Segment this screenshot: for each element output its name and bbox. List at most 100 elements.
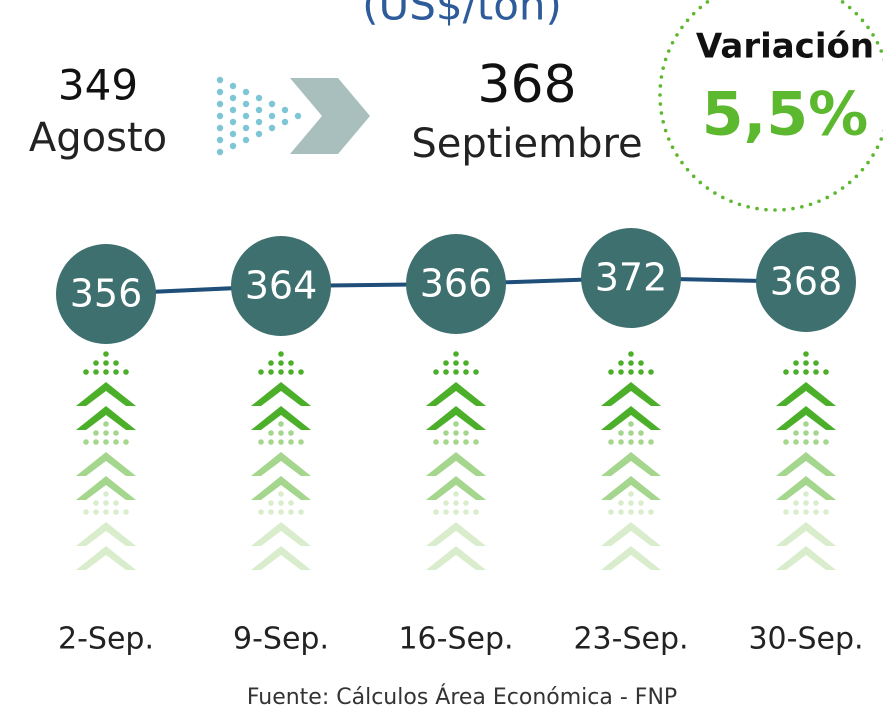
deco-dot: [217, 77, 223, 83]
deco-dot: [876, 145, 880, 149]
deco-dot: [755, 207, 759, 211]
deco-dot: [661, 120, 665, 124]
deco-dot: [823, 369, 829, 375]
deco-dot: [706, 0, 710, 4]
deco-dot: [282, 119, 288, 125]
deco-dot: [278, 439, 284, 445]
deco-dot: [453, 500, 459, 506]
deco-dot: [453, 360, 459, 366]
deco-dot: [675, 33, 679, 37]
data-label: 372: [595, 256, 668, 300]
deco-dot: [278, 491, 284, 497]
deco-dot: [608, 439, 614, 445]
deco-dot: [258, 369, 264, 375]
deco-dot: [628, 421, 634, 427]
deco-dot: [230, 131, 236, 137]
deco-chevron: [601, 452, 661, 476]
deco-dot: [453, 439, 459, 445]
deco-dot: [871, 33, 875, 37]
deco-dot: [217, 149, 223, 155]
deco-dot: [269, 101, 275, 107]
x-tick-label: 30-Sep.: [748, 622, 863, 657]
deco-dot: [833, 191, 837, 195]
deco-dot: [288, 430, 294, 436]
deco-dot: [453, 491, 459, 497]
deco-dot: [113, 509, 119, 515]
x-tick-label: 16-Sep.: [398, 622, 513, 657]
deco-dot: [258, 439, 264, 445]
deco-dot: [699, 6, 703, 10]
deco-dot: [783, 369, 789, 375]
deco-dot: [879, 137, 883, 141]
deco-dot: [463, 360, 469, 366]
deco-dot: [268, 509, 274, 515]
deco-dot: [692, 12, 696, 16]
source: Fuente: Cálculos Área Económica - FNP: [247, 684, 677, 710]
deco-dot: [738, 203, 742, 207]
deco-dot: [855, 175, 859, 179]
deco-dot: [628, 491, 634, 497]
deco-dot: [817, 199, 821, 203]
deco-dot: [809, 203, 813, 207]
variation-label: Variación: [696, 27, 874, 67]
deco-dot: [638, 439, 644, 445]
deco-dot: [295, 113, 301, 119]
deco-dot: [648, 439, 654, 445]
deco-dot: [813, 500, 819, 506]
page: {"chart_data": {"type": "line", "subtitl…: [0, 0, 883, 714]
deco-dot: [103, 500, 109, 506]
deco-dot: [841, 186, 845, 190]
deco-dot: [638, 360, 644, 366]
deco-dot: [278, 500, 284, 506]
deco-dot: [803, 369, 809, 375]
deco-dot: [783, 509, 789, 515]
x-tick-label: 23-Sep.: [573, 622, 688, 657]
deco-dot: [258, 509, 264, 515]
deco-dot: [268, 360, 274, 366]
deco-dot: [288, 369, 294, 375]
arrow-chevron: [290, 78, 370, 154]
deco-dot: [288, 509, 294, 515]
deco-dot: [671, 41, 675, 45]
deco-dot: [793, 430, 799, 436]
deco-dot: [608, 369, 614, 375]
deco-dot: [288, 500, 294, 506]
deco-dot: [813, 430, 819, 436]
deco-dot: [628, 369, 634, 375]
deco-dot: [638, 500, 644, 506]
deco-dot: [113, 439, 119, 445]
deco-dot: [803, 509, 809, 515]
deco-dot: [123, 369, 129, 375]
deco-dot: [433, 509, 439, 515]
deco-dot: [443, 439, 449, 445]
deco-chevron: [601, 522, 661, 546]
deco-dot: [269, 125, 275, 131]
deco-dot: [680, 161, 684, 165]
deco-dot: [278, 430, 284, 436]
deco-dot: [298, 509, 304, 515]
deco-dot: [855, 12, 859, 16]
deco-dot: [803, 421, 809, 427]
deco-chevron: [251, 452, 311, 476]
deco-dot: [658, 93, 662, 97]
data-label: 356: [70, 272, 143, 316]
data-label: 366: [420, 262, 493, 306]
deco-dot: [93, 369, 99, 375]
deco-dot: [278, 369, 284, 375]
deco-dot: [103, 439, 109, 445]
deco-dot: [803, 500, 809, 506]
deco-dot: [659, 84, 663, 88]
deco-dot: [243, 137, 249, 143]
deco-dot: [463, 500, 469, 506]
deco-dot: [278, 360, 284, 366]
deco-dot: [243, 89, 249, 95]
deco-dot: [746, 205, 750, 209]
deco-chevron: [776, 382, 836, 406]
deco-dot: [268, 500, 274, 506]
deco-dot: [793, 360, 799, 366]
deco-dot: [813, 509, 819, 515]
deco-dot: [113, 500, 119, 506]
deco-dot: [813, 439, 819, 445]
deco-chevron: [426, 522, 486, 546]
deco-dot: [113, 369, 119, 375]
